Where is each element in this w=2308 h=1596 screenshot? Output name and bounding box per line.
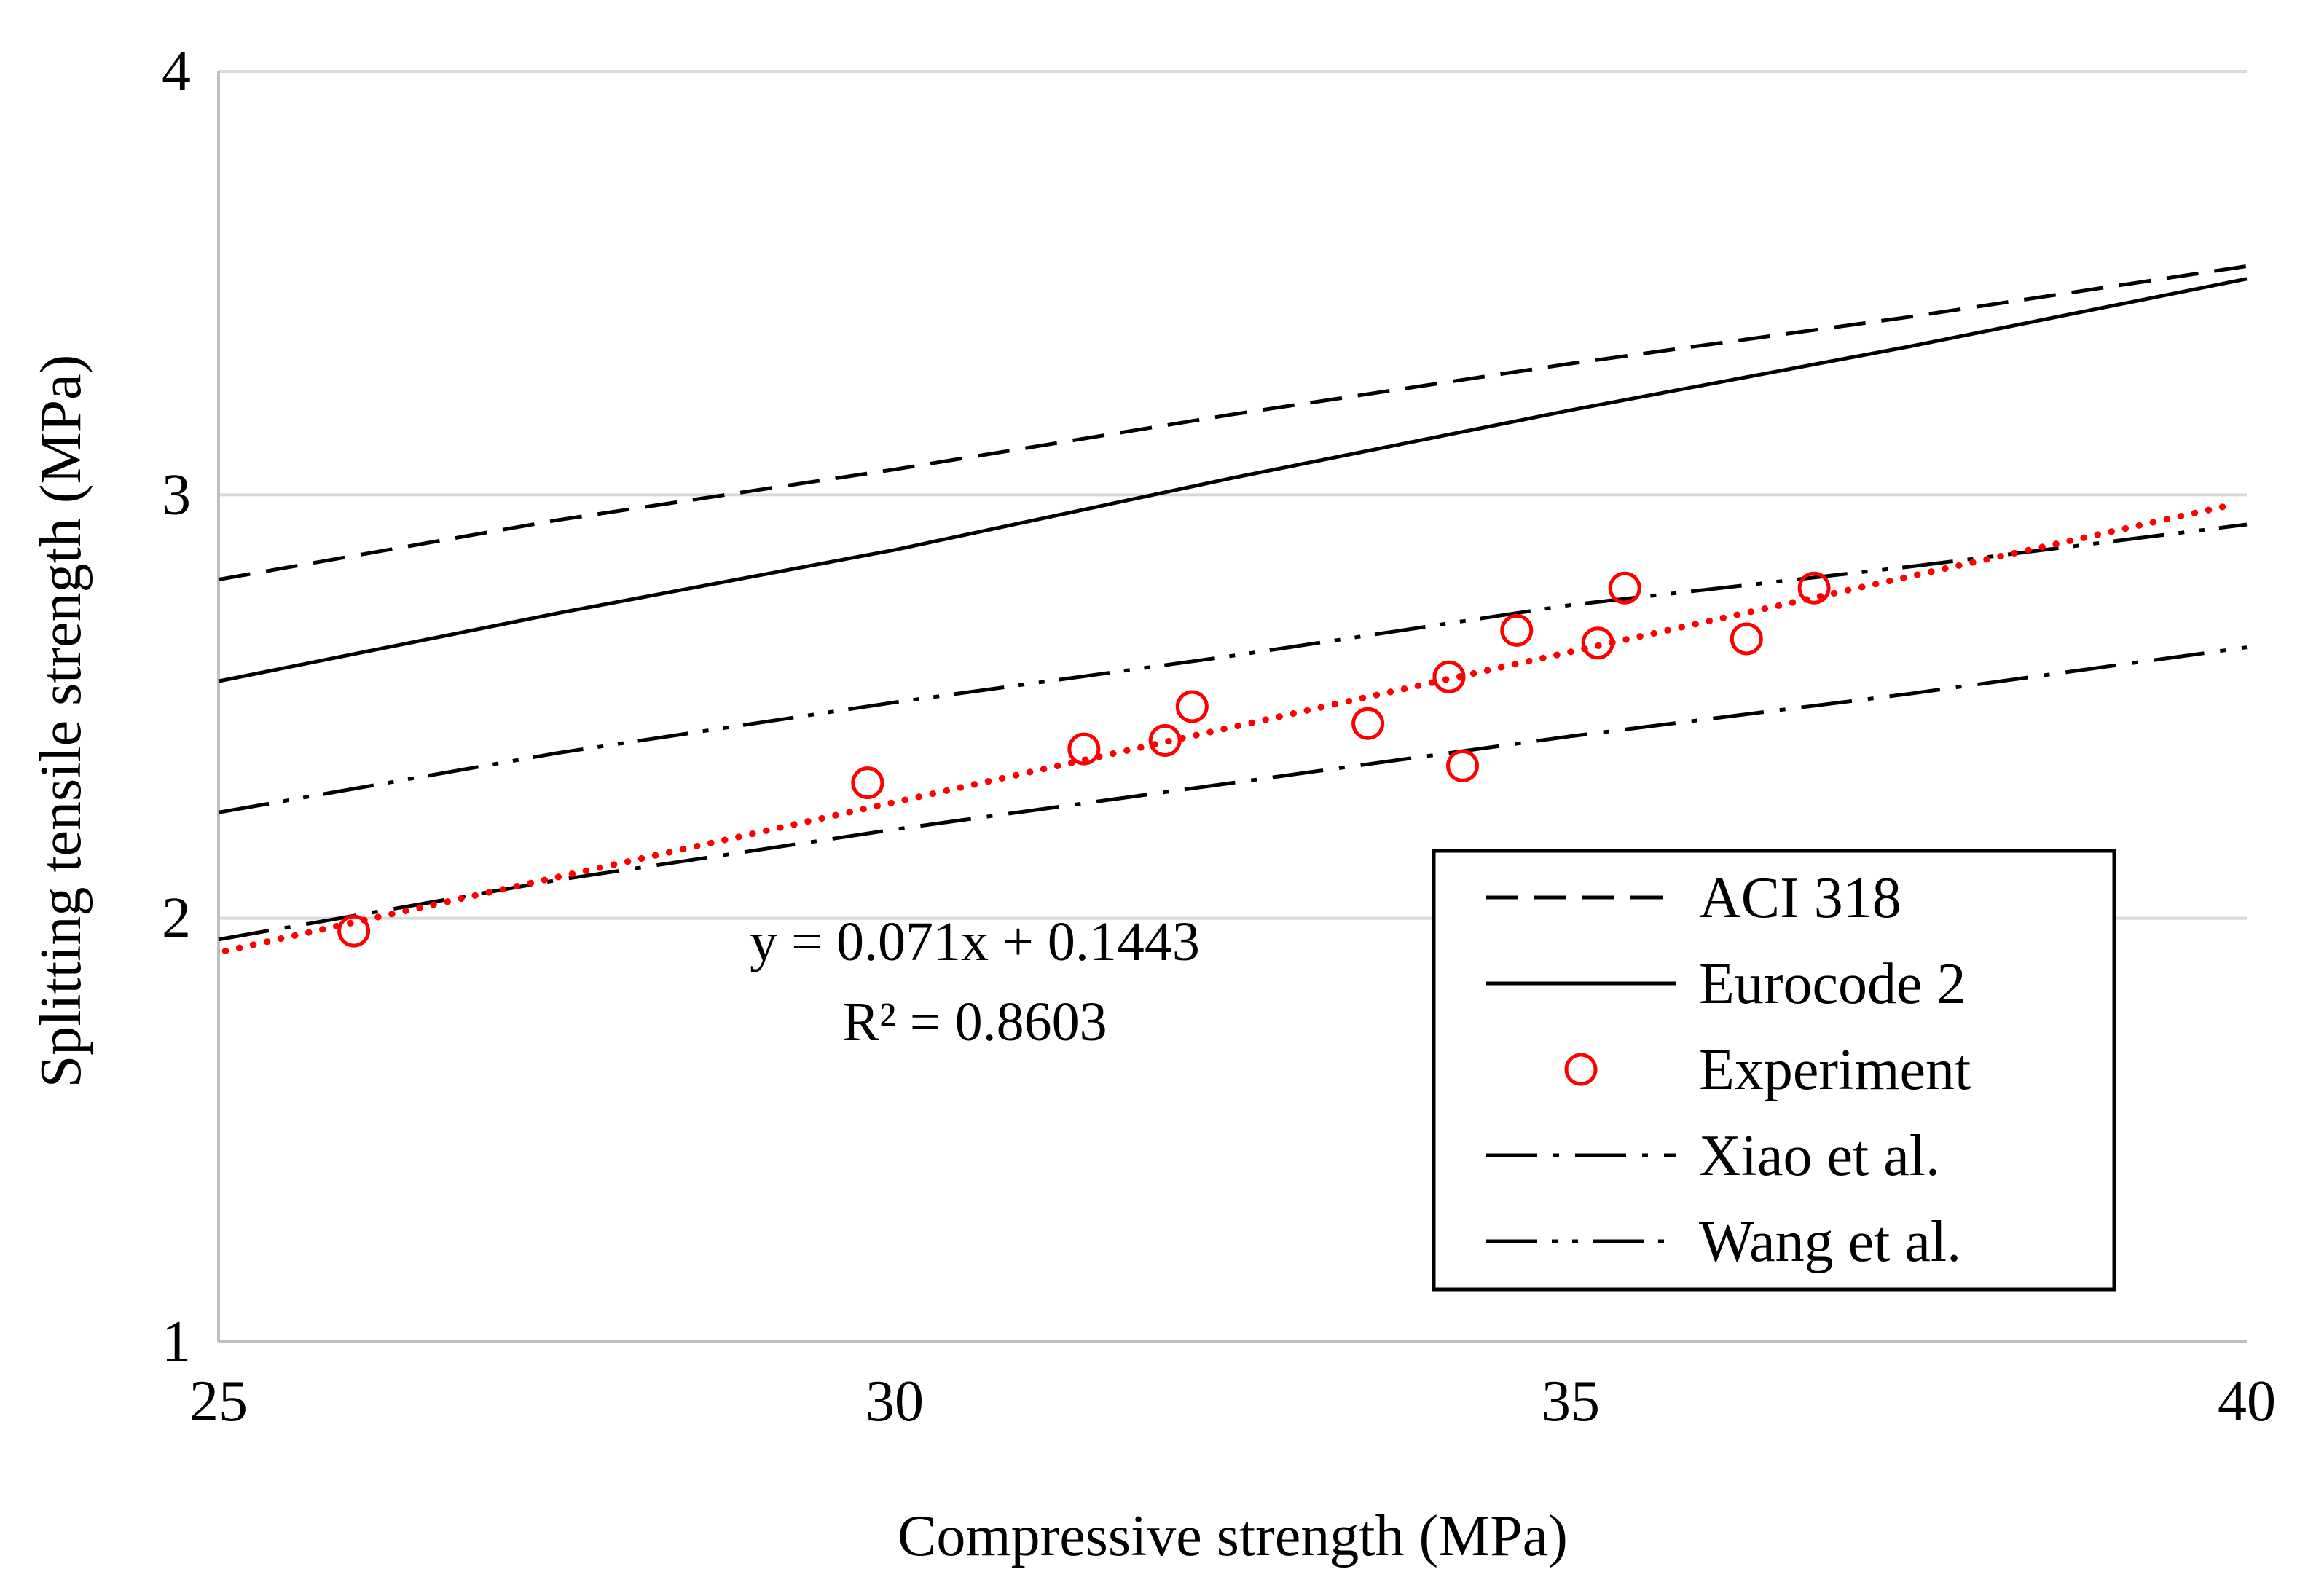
- axes: [217, 71, 2247, 1343]
- trendline-experiment: [221, 501, 2237, 955]
- data-point-experiment-3: [1148, 724, 1182, 758]
- legend-label-experiment: Experiment: [1699, 1038, 1971, 1102]
- data-point-experiment-4: [1175, 690, 1209, 723]
- legend-swatch-experiment: [1564, 1053, 1598, 1086]
- legend-label-eurocode-2: Eurocode 2: [1699, 952, 1966, 1016]
- data-point-experiment-7: [1446, 749, 1480, 782]
- y-tick-label-3: 3: [162, 463, 191, 527]
- series-line-xiao-et-al: [218, 645, 2248, 942]
- x-tick-labels: 25 30 35 40: [189, 1369, 2276, 1434]
- data-point-experiment-9: [1581, 626, 1614, 660]
- legend-label-aci-318: ACI 318: [1699, 866, 1901, 930]
- legend: ACI 318 Eurocode 2 Experiment Xiao et al. Wa…: [1432, 849, 2116, 1292]
- y-tick-label-1: 1: [162, 1310, 191, 1374]
- data-point-experiment-5: [1351, 707, 1385, 740]
- data-point-experiment-11: [1730, 622, 1763, 656]
- experiment-points: [337, 571, 1831, 948]
- x-tick-label-30: 30: [865, 1369, 924, 1434]
- data-point-experiment-6: [1432, 660, 1466, 693]
- x-tick-label-40: 40: [2218, 1369, 2276, 1434]
- gridlines: [219, 70, 2247, 920]
- series-line-aci-318: [218, 264, 2248, 582]
- series-lines: [218, 264, 2248, 942]
- data-point-experiment-12: [1797, 571, 1831, 605]
- x-tick-label-35: 35: [1542, 1369, 1600, 1434]
- trendline-layer: [221, 501, 2237, 955]
- y-tick-labels: 1 2 3 4: [162, 39, 191, 1374]
- trendline-equation: y = 0.071x + 0.1443: [750, 911, 1200, 972]
- x-axis-label: Compressive strength (MPa): [898, 1504, 1568, 1568]
- legend-label-wang-et-al: Wang et al.: [1699, 1210, 1961, 1274]
- data-point-experiment-8: [1500, 613, 1534, 647]
- data-point-experiment-10: [1608, 571, 1641, 605]
- y-axis-label: Splitting tensile strength (MPa): [29, 355, 93, 1088]
- trendline-r-squared: R² = 0.8603: [842, 991, 1107, 1053]
- data-point-experiment-2: [1067, 732, 1101, 766]
- data-point-experiment-1: [851, 766, 884, 800]
- legend-items: ACI 318 Eurocode 2 Experiment Xiao et al. Wa…: [1486, 866, 1971, 1274]
- legend-box: [1432, 849, 2116, 1292]
- legend-label-xiao-et-al: Xiao et al.: [1699, 1124, 1940, 1188]
- y-tick-label-2: 2: [162, 887, 191, 951]
- data-point-experiment-0: [337, 914, 371, 948]
- y-tick-label-4: 4: [162, 39, 191, 103]
- x-tick-label-25: 25: [189, 1369, 248, 1434]
- series-line-eurocode-2: [218, 277, 2248, 683]
- series-line-wang-et-al: [218, 522, 2248, 814]
